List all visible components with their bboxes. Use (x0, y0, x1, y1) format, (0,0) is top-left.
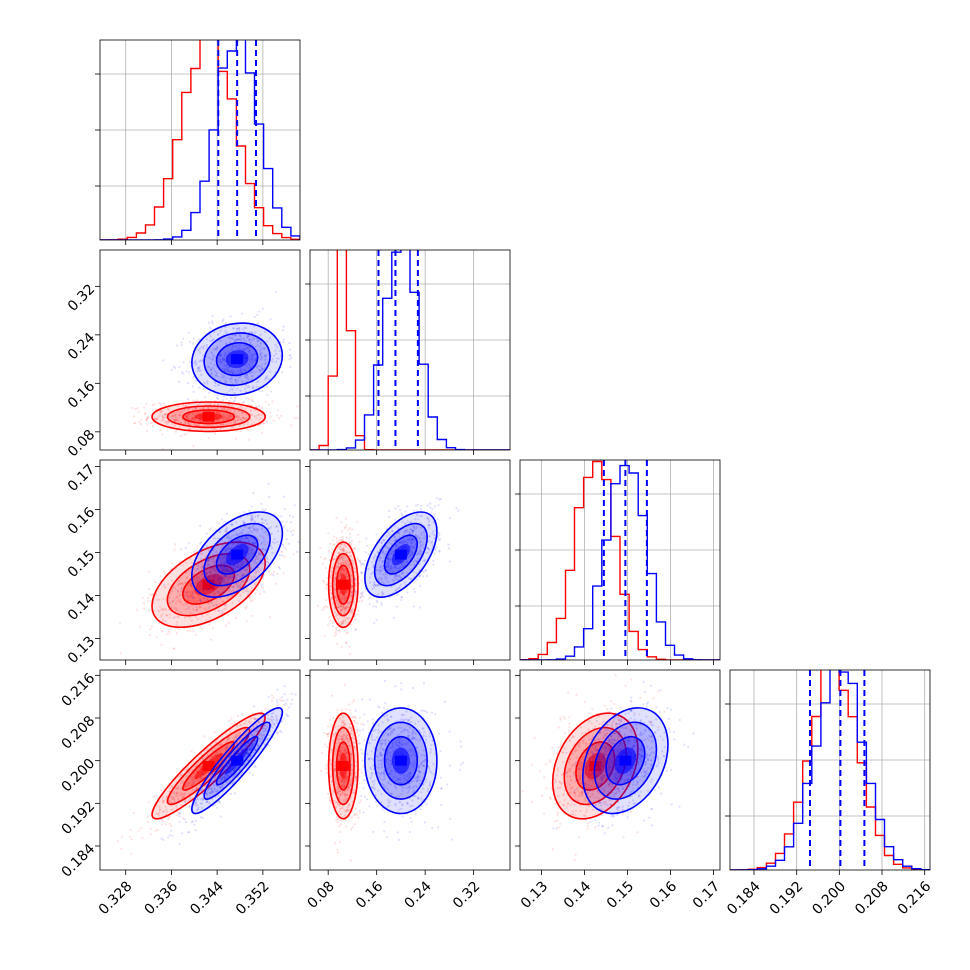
y-tick-label-2-1: 0.14 (65, 590, 98, 623)
hist-panel-3 (725, 669, 931, 871)
contour-series-0-level-0 (551, 712, 639, 820)
y-tick-label-1-1: 0.16 (65, 378, 98, 411)
x-tick-label-3-3: 0.208 (852, 878, 892, 918)
contour-series-0-level-0 (327, 541, 359, 629)
scatter-panel-1-0 (99, 249, 301, 451)
y-tick-label-2-4: 0.17 (65, 461, 98, 494)
contour-series-0-level-1 (166, 405, 251, 429)
contour-series-0-level-0 (151, 541, 266, 629)
x-tick-label-2-4: 0.17 (690, 878, 723, 911)
y-tick-label-1-0: 0.08 (65, 427, 98, 460)
x-tick-label-2-1: 0.14 (561, 878, 594, 911)
histogram-series-1-dim-1 (310, 250, 510, 450)
y-tick-label-3-0: 0.184 (59, 841, 99, 881)
histogram-series-0-dim-2 (520, 460, 720, 660)
x-tick-label-3-4: 0.216 (895, 878, 935, 918)
contour-series-1-level-0 (191, 322, 284, 396)
x-tick-label-0-3: 0.352 (233, 878, 273, 918)
y-tick-label-3-2: 0.200 (59, 756, 99, 796)
y-tick-label-3-4: 0.216 (59, 670, 99, 710)
contour-series-1-level-1 (203, 721, 271, 800)
contour-series-1-level-0 (364, 707, 438, 815)
contour-series-0-level-0 (327, 712, 359, 820)
x-tick-label-2-2: 0.15 (604, 878, 637, 911)
y-tick-label-2-0: 0.13 (65, 633, 98, 666)
contour-series-1-level-1 (373, 721, 428, 800)
hist-panel-0 (95, 39, 301, 241)
contour-series-1-level-1 (203, 522, 271, 587)
y-tick-label-2-3: 0.16 (65, 504, 98, 537)
contour-series-1-level-0 (582, 707, 669, 815)
contour-series-0-level-1 (331, 726, 355, 806)
contour-series-0-level-2 (335, 564, 351, 605)
x-tick-label-0-0: 0.328 (96, 878, 136, 918)
contour-series-0-level-1 (166, 552, 251, 617)
contour-series-1-level-0 (191, 511, 284, 598)
contour-series-1-level-2 (215, 534, 259, 575)
contour-series-1-level-1 (203, 332, 271, 387)
x-tick-label-3-2: 0.200 (809, 878, 849, 918)
x-tick-label-0-2: 0.344 (187, 878, 227, 918)
histogram-series-1-dim-2 (520, 464, 720, 660)
contour-series-1-level-0 (191, 707, 284, 815)
histogram-series-0-dim-0 (100, 40, 300, 240)
contour-series-0-level-1 (563, 726, 628, 806)
contour-series-1-level-0 (364, 511, 438, 598)
y-tick-label-1-2: 0.24 (65, 330, 98, 363)
x-tick-label-1-1: 0.16 (353, 878, 386, 911)
contour-series-1-level-2 (383, 534, 419, 575)
contour-series-1-level-2 (215, 735, 259, 786)
contour-series-1-level-1 (373, 522, 428, 587)
contour-series-0-level-2 (182, 409, 236, 425)
x-tick-label-2-3: 0.16 (647, 878, 680, 911)
contour-series-0-level-2 (335, 741, 351, 791)
y-tick-label-1-3: 0.32 (65, 281, 98, 314)
contour-series-0-level-1 (331, 552, 355, 617)
x-tick-label-0-1: 0.336 (142, 878, 182, 918)
y-tick-label-2-2: 0.15 (65, 547, 98, 580)
contour-series-1-level-2 (215, 341, 259, 377)
x-tick-label-1-0: 0.08 (305, 878, 338, 911)
contour-series-1-level-1 (593, 721, 658, 800)
histogram-series-1-dim-3 (730, 670, 930, 870)
contour-series-1-level-2 (383, 735, 419, 786)
x-tick-label-3-1: 0.192 (767, 878, 807, 918)
y-tick-label-3-1: 0.192 (59, 798, 99, 838)
scatter-panel-2-0 (99, 459, 301, 661)
scatter-panel-3-0 (99, 669, 301, 871)
hist-panel-1 (305, 249, 511, 451)
scatter-panel-3-1 (309, 669, 511, 871)
x-tick-label-2-0: 0.13 (518, 878, 551, 911)
scatter-panel-3-2 (519, 669, 721, 871)
contour-series-0-level-0 (151, 401, 266, 433)
contour-series-1-level-2 (605, 735, 646, 786)
scatter-panel-2-1 (309, 459, 511, 661)
histogram-series-0-dim-1 (310, 250, 510, 450)
x-tick-label-1-3: 0.32 (450, 878, 483, 911)
hist-panel-2 (515, 459, 721, 661)
x-tick-label-1-2: 0.24 (402, 878, 435, 911)
x-tick-label-3-0: 0.184 (724, 878, 764, 918)
y-tick-label-3-3: 0.208 (59, 713, 99, 753)
